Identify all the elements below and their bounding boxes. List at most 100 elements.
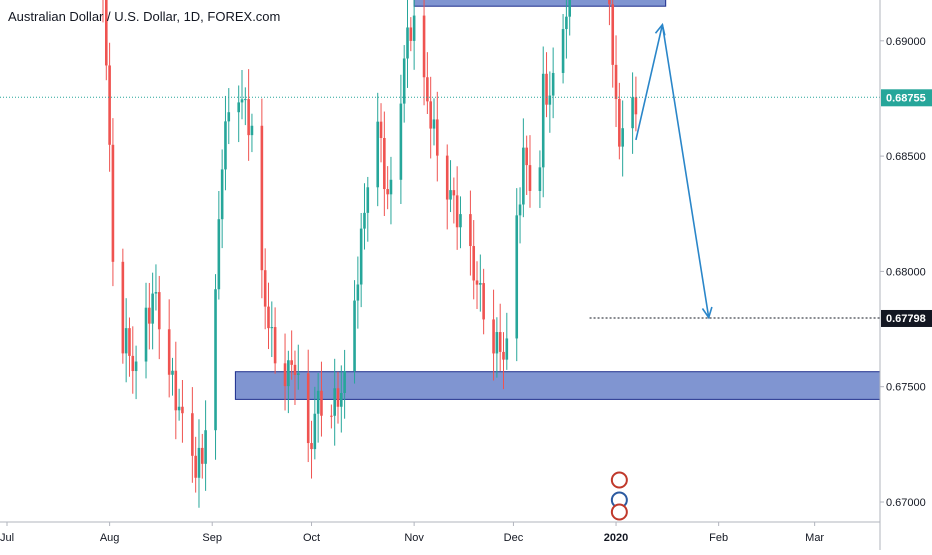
candle-body xyxy=(194,455,197,478)
candle-body xyxy=(611,4,615,65)
candle-body xyxy=(482,283,485,320)
candle-body xyxy=(134,361,138,372)
candle-body xyxy=(631,97,634,129)
candle-body xyxy=(191,413,194,456)
candle-body xyxy=(200,447,204,464)
candle-body xyxy=(151,293,154,324)
candle-body xyxy=(452,190,456,196)
candle-body xyxy=(515,215,519,339)
x-tick-label: 2020 xyxy=(604,532,628,544)
candle-body xyxy=(197,447,201,478)
candle-body xyxy=(568,0,571,17)
candle-body xyxy=(316,390,320,414)
event-flag-icon[interactable] xyxy=(610,503,628,521)
candle-body xyxy=(614,64,618,100)
candle-body xyxy=(224,121,227,170)
candle-body xyxy=(472,246,476,281)
candle-body xyxy=(214,289,217,431)
candle-body xyxy=(270,327,274,329)
candle-body xyxy=(406,27,409,59)
candle-body xyxy=(154,292,158,294)
projection-arrowhead-down xyxy=(701,306,713,320)
candle-body xyxy=(250,125,254,136)
candle-body xyxy=(548,95,552,105)
candle-body xyxy=(379,121,383,138)
candle-body xyxy=(313,413,317,450)
candle-body xyxy=(402,58,406,104)
projection-path[interactable] xyxy=(635,24,710,318)
x-tick-label: Nov xyxy=(404,532,424,544)
candle-body xyxy=(353,300,356,372)
target-price-tag-text: 0.67798 xyxy=(886,313,926,325)
candle-body xyxy=(121,261,125,354)
candle-body xyxy=(538,167,542,191)
candle-body xyxy=(181,406,184,414)
candle-body xyxy=(124,328,128,354)
candle-body xyxy=(108,65,111,145)
candle-body xyxy=(296,373,300,375)
candle-body xyxy=(545,73,548,105)
candle-body xyxy=(105,0,108,66)
candle-body xyxy=(618,99,621,147)
candle-body xyxy=(111,144,115,262)
candle-body xyxy=(634,97,638,115)
zone-layer xyxy=(234,0,881,400)
candle-body xyxy=(244,99,247,101)
x-tick-label: Dec xyxy=(504,532,524,544)
candle-body xyxy=(174,370,178,411)
candle-body xyxy=(359,228,363,285)
candle-body xyxy=(247,99,250,136)
y-tick-label: 0.68500 xyxy=(886,151,926,163)
chart-title: Australian Dollar / U.S. Dollar, 1D, FOR… xyxy=(8,9,280,24)
candle-body xyxy=(525,147,528,166)
candle-body xyxy=(171,370,174,375)
candle-body xyxy=(383,137,386,190)
candle-body xyxy=(561,29,565,73)
y-tick-label: 0.69000 xyxy=(886,36,926,48)
candle-body xyxy=(273,327,277,364)
resistance-zone[interactable] xyxy=(413,0,667,7)
candle-body xyxy=(498,332,502,352)
y-tick-label: 0.67500 xyxy=(886,382,926,394)
x-tick-label: Oct xyxy=(303,532,320,544)
candle-body xyxy=(608,0,611,5)
candle-body xyxy=(290,360,293,365)
target-price-tag xyxy=(881,309,932,327)
candle-body xyxy=(366,187,370,213)
candle-body xyxy=(565,16,568,30)
candle-body xyxy=(469,214,472,247)
candle-body xyxy=(475,280,479,285)
event-flag-icon[interactable] xyxy=(610,471,628,489)
candle-body xyxy=(287,360,290,387)
candle-body xyxy=(492,319,495,354)
candle-body xyxy=(343,371,346,393)
candle-body xyxy=(157,292,161,330)
candle-body xyxy=(220,169,224,220)
candle-body xyxy=(426,77,429,102)
candle-body xyxy=(340,392,343,407)
candle-body xyxy=(479,283,482,285)
candle-body xyxy=(429,101,432,129)
candle-body xyxy=(260,125,264,271)
candle-body xyxy=(237,102,240,113)
candle-body xyxy=(436,119,439,156)
y-tick-label: 0.68000 xyxy=(886,266,926,278)
candle-body xyxy=(204,430,207,464)
candle-body xyxy=(449,190,452,200)
candle-body xyxy=(167,329,171,375)
candle-body xyxy=(131,355,135,372)
candle-body xyxy=(177,406,181,411)
x-tick-label: Aug xyxy=(100,532,120,544)
candle-body xyxy=(330,415,333,417)
candle-body xyxy=(336,388,340,407)
candle-body xyxy=(518,204,522,216)
candle-body xyxy=(389,179,393,195)
candle-body xyxy=(240,99,244,103)
candle-body xyxy=(333,388,336,416)
candle-body xyxy=(422,15,426,78)
candle-body xyxy=(148,307,151,324)
support-zone[interactable] xyxy=(234,371,881,400)
x-tick-label: Feb xyxy=(709,532,728,544)
